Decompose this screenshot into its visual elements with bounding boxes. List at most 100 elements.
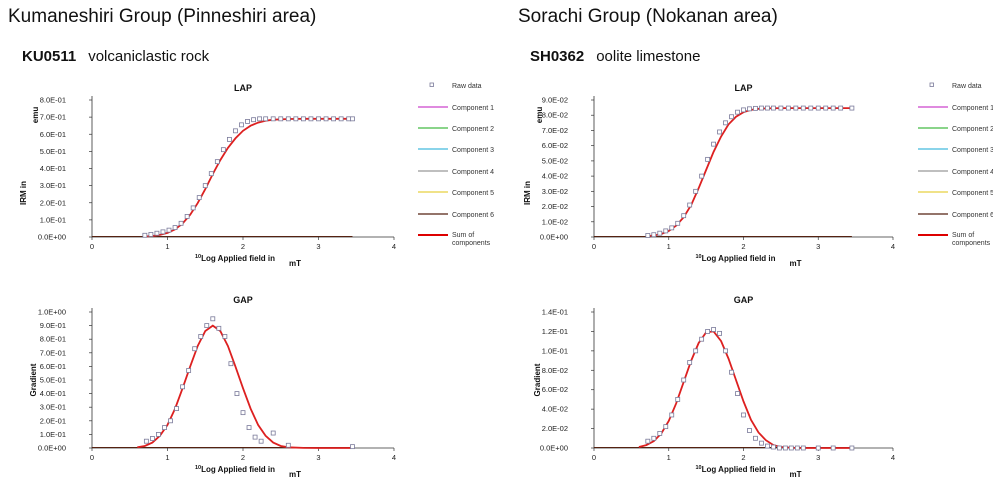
left-legend-component-6-label: Component 6	[452, 212, 494, 219]
left-lap-raw-point	[227, 136, 232, 142]
right-gap-raw-point	[776, 445, 782, 451]
right-lap-raw-point	[785, 105, 791, 111]
right-gap-raw-point	[735, 391, 740, 397]
left-lap-y-tick-label: 6.0E-01	[40, 130, 66, 139]
left-gap-raw-point	[350, 444, 355, 450]
right-lap-raw-point	[705, 156, 711, 162]
right-gap-raw-point	[693, 348, 699, 354]
left-lap-x-tick-label: 2	[241, 242, 245, 251]
right-lap-raw-point	[830, 105, 836, 111]
left-lap-y-tick-label: 1.0E-01	[40, 215, 66, 224]
left-gap-raw-point	[216, 325, 222, 331]
left-lap-raw-point	[166, 227, 172, 233]
right-lap-raw-point	[741, 107, 746, 113]
right-lap-x-tick-label: 0	[592, 242, 596, 251]
right-lap-raw-point	[793, 105, 799, 111]
right-lap-raw-point	[753, 105, 758, 111]
right-gap-x-tick-label: 1	[667, 453, 671, 462]
left-legend-component-4-label: Component 4	[452, 169, 494, 176]
left-lap-raw-point	[316, 116, 321, 122]
right-legend-component-2-label: Component 2	[952, 126, 993, 133]
right-gap-x-tick-label: 2	[741, 453, 745, 462]
left-gap-y-tick-label: 0.0E+00	[38, 444, 66, 453]
left-gap-raw-point	[143, 438, 149, 444]
right-lap-y-tick-label: 8.0E-02	[542, 111, 568, 120]
right-lap-y-tick-label: 3.0E-02	[542, 187, 568, 196]
right-lap-y-tick-label: 7.0E-02	[542, 126, 568, 135]
right-gap-raw-point	[815, 445, 821, 451]
left-lap-raw-point	[338, 116, 344, 122]
left-lap-raw-point	[239, 122, 244, 128]
left-gap-x-tick-label: 1	[165, 453, 169, 462]
right-lap-sum-line	[646, 107, 852, 238]
left-gap-raw-point	[258, 438, 264, 444]
left-lap-y-tick-label: 3.0E-01	[40, 181, 66, 190]
left-legend-component-2-label: Component 2	[452, 126, 494, 133]
left-gap-raw-point	[204, 323, 210, 329]
right-gap-y-tick-label: 1.4E-01	[542, 308, 568, 317]
right-lap-raw-point	[800, 105, 806, 111]
left-legend-component-1-label: Component 1	[452, 105, 494, 112]
left-lap-raw-point	[331, 116, 337, 122]
left-lap-raw-point	[196, 195, 202, 201]
right-gap-raw-point	[687, 360, 693, 365]
left-gap-raw-point	[210, 316, 216, 322]
left-legend-sum-of-components-label-1: Sum of	[452, 232, 474, 239]
left-lap-x-tick-label: 0	[90, 242, 94, 251]
right-lap-raw-point	[808, 105, 814, 111]
left-gap-raw-point	[198, 334, 204, 339]
right-legend-raw-data-swatch	[929, 82, 934, 87]
left-lap-raw-point	[184, 214, 190, 219]
left-gap-raw-point	[252, 434, 258, 440]
right-group-title: Sorachi Group (Nokanan area)	[518, 6, 778, 27]
left-lap-y-tick-label: 8.0E-01	[40, 96, 66, 105]
right-lap-raw-point	[823, 105, 829, 111]
right-gap-raw-point	[651, 435, 657, 441]
right-gap-raw-point	[645, 438, 651, 444]
left-legend-component-5-label: Component 5	[452, 190, 494, 197]
right-gap-y-tick-label: 6.0E-02	[542, 385, 568, 394]
right-gap-sum-line	[638, 330, 852, 449]
right-gap-raw-point	[759, 440, 764, 446]
left-lap-raw-point	[160, 229, 166, 235]
left-lap-y-tick-label: 5.0E-01	[40, 147, 66, 156]
right-gap-raw-point	[788, 445, 794, 451]
right-gap-x-tick-label: 0	[592, 453, 596, 462]
left-lap-raw-point	[202, 183, 208, 189]
right-gap-y-tick-label: 1.2E-01	[542, 327, 568, 336]
left-sample-line: KU0511 volcaniclastic rock	[22, 48, 209, 65]
left-gap-y-tick-label: 4.0E-01	[40, 389, 66, 398]
right-lap-raw-point	[747, 106, 752, 112]
left-gap-raw-point	[270, 430, 276, 436]
right-gap-raw-point	[711, 327, 716, 332]
right-lap-raw-point	[669, 225, 675, 231]
left-gap-y-tick-label: 9.0E-01	[40, 321, 66, 330]
left-gap-raw-point	[240, 410, 246, 416]
right-gap-raw-point	[771, 444, 776, 450]
left-gap-y-tick-label: 8.0E-01	[40, 335, 66, 344]
right-gap-raw-point	[849, 445, 855, 451]
left-lap-sum-line	[144, 117, 353, 238]
right-lap-y-tick-label: 9.0E-02	[542, 96, 568, 105]
left-legend-raw-data-label: Raw data	[452, 83, 482, 90]
right-lap-raw-point	[687, 202, 693, 208]
left-lap-y-tick-label: 0.0E+00	[38, 233, 66, 242]
left-gap-raw-point	[186, 368, 192, 373]
left-lap-title: LAP	[234, 83, 252, 93]
right-lap-y-tick-label: 1.0E-02	[542, 217, 568, 226]
left-lap-raw-point	[142, 232, 148, 238]
right-lap-raw-point	[849, 105, 855, 111]
left-sample-id: KU0511	[22, 48, 77, 65]
left-gap-raw-point	[234, 391, 240, 397]
left-gap-raw-point	[222, 334, 228, 339]
right-lap-title: LAP	[735, 83, 753, 93]
right-gap-y-tick-label: 2.0E-02	[542, 424, 568, 433]
right-gap-y-tick-label: 8.0E-02	[542, 366, 568, 375]
left-gap-y-label: Gradient	[29, 363, 38, 396]
right-lap-x-tick-label: 3	[816, 242, 820, 251]
right-lap-raw-point	[765, 105, 770, 111]
right-lap-y-tick-label: 0.0E+00	[540, 233, 568, 242]
left-lap-y-label: IRM in	[19, 181, 28, 205]
right-gap-raw-point	[699, 336, 705, 342]
